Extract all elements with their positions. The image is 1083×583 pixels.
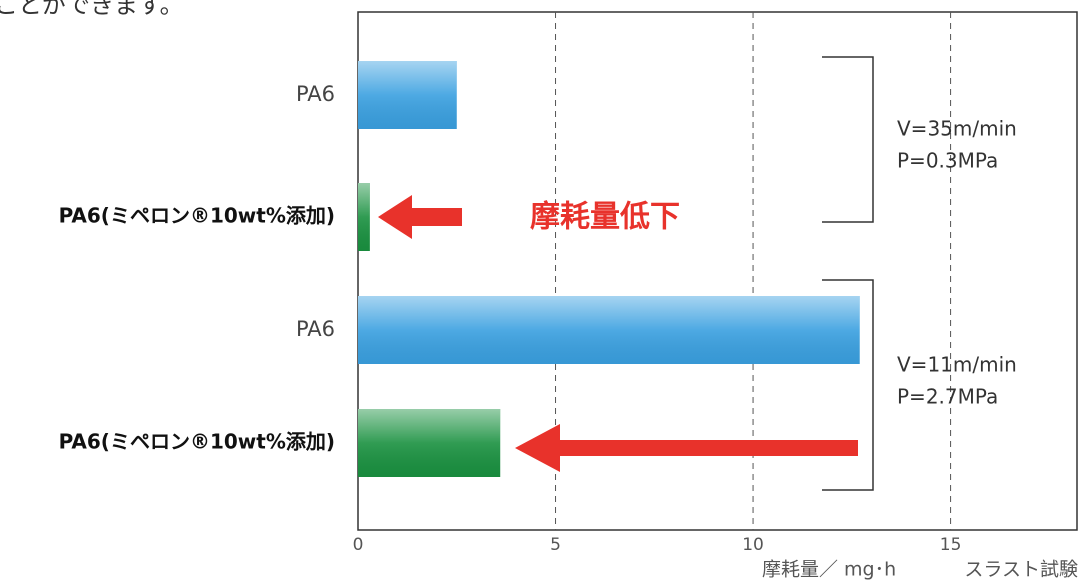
arrow (378, 195, 462, 239)
x-tick-label: 15 (940, 535, 962, 555)
x-tick-label: 0 (353, 535, 364, 555)
y-tick-label: PA6 (296, 82, 335, 106)
header-text: ことができます。 (0, 0, 184, 19)
bracket (822, 279, 874, 491)
bar-shine (358, 296, 860, 364)
annotation: 摩耗量低下 (530, 200, 680, 235)
condition: P=2.7MPa (897, 385, 998, 409)
y-tick-label: PA6 (296, 317, 335, 341)
condition: P=0.3MPa (897, 149, 998, 173)
x-tick-label: 10 (742, 535, 764, 555)
arrow (515, 424, 858, 472)
y-tick-label: PA6(ミペロン®10wt%添加) (59, 204, 335, 228)
bar-shine (358, 183, 370, 251)
condition: V=11m/min (897, 353, 1017, 377)
test-label: スラスト試験 (964, 559, 1078, 581)
condition: V=35m/min (897, 117, 1017, 141)
x-tick-label: 5 (550, 535, 561, 555)
y-tick-label: PA6(ミペロン®10wt%添加) (59, 430, 335, 454)
bar-shine (358, 61, 457, 129)
x-axis-label: 摩耗量／ mg･h (762, 559, 896, 581)
bar-shine (358, 409, 501, 477)
bracket (822, 56, 874, 223)
